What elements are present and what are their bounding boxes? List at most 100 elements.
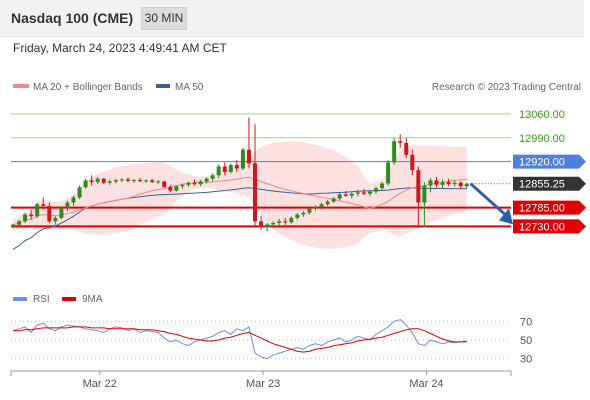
level-label-support1: 12785.00	[519, 203, 565, 215]
candle-body	[440, 182, 445, 185]
candle-body	[331, 198, 336, 202]
candle-body	[29, 214, 34, 217]
candle-body	[464, 183, 469, 187]
candle-body	[204, 178, 209, 182]
candle-body	[325, 201, 330, 205]
level-label-support2: 12730.00	[519, 221, 565, 233]
x-axis-tick-label: Mar 24	[409, 378, 443, 390]
legend-ma50-swatch	[156, 84, 170, 88]
legend-ma20-label: MA 20 + Bollinger Bands	[33, 82, 143, 93]
candle-body	[132, 180, 136, 182]
forecast-arrow	[469, 182, 513, 225]
level-label-bg-support2	[513, 219, 586, 234]
candle-body	[398, 141, 403, 143]
rsi-tick-label-50: 50	[520, 335, 532, 347]
rsi-tick-label-30: 30	[520, 354, 532, 366]
candle-body	[289, 217, 294, 223]
candle-body	[113, 180, 118, 182]
candle-body	[307, 208, 312, 213]
candle-body	[404, 142, 409, 155]
level-label-last: 12855.25	[519, 179, 565, 191]
level-label-bg-support1	[513, 200, 586, 215]
candle-body	[174, 186, 179, 191]
candle-body	[83, 180, 88, 188]
level-label-bg-pivot	[513, 154, 586, 169]
legend-9ma-swatch	[62, 297, 76, 301]
candle-body	[410, 154, 415, 171]
candle-body	[374, 188, 378, 192]
candle-body	[422, 185, 427, 203]
candle-body	[156, 181, 161, 183]
level-label-bg-last	[513, 176, 586, 191]
candle-body	[41, 204, 46, 206]
forecast-arrow-head	[499, 208, 513, 225]
forecast-arrow-shaft	[469, 182, 506, 216]
candle-body	[71, 197, 76, 203]
candle-body	[355, 192, 360, 194]
candle-body	[47, 205, 52, 222]
candle-body	[380, 183, 385, 189]
timeframe-button[interactable]: 30 MIN	[141, 7, 187, 30]
candle-body	[259, 221, 264, 228]
candle-body	[337, 194, 342, 199]
x-axis-tick-label: Mar 22	[83, 378, 117, 390]
candlesticks	[11, 117, 469, 232]
candle-body	[349, 193, 354, 196]
candle-body	[343, 194, 348, 196]
candle-body	[301, 212, 306, 215]
legend-9ma-label: 9MA	[82, 294, 103, 305]
chart-header: Nasdaq 100 (CME) 30 MIN	[0, 0, 584, 37]
candle-body	[17, 221, 22, 225]
candle-body	[119, 179, 124, 181]
candle-body	[416, 170, 421, 203]
candle-body	[192, 182, 197, 185]
candle-body	[125, 179, 130, 181]
candle-body	[240, 149, 245, 169]
candle-body	[367, 191, 372, 194]
candle-body	[107, 181, 112, 183]
candle-body	[150, 180, 155, 183]
candle-body	[452, 182, 457, 185]
level-label-pivot: 12920.00	[519, 157, 565, 169]
candle-body	[95, 178, 100, 183]
candle-body	[265, 224, 270, 228]
candle-body	[428, 180, 433, 186]
candle-body	[361, 192, 366, 194]
legend-rsi-label: RSI	[33, 294, 50, 305]
candle-body	[11, 224, 15, 227]
x-axis: Mar 22 Mar 23 Mar 24	[83, 371, 444, 390]
candle-body	[434, 180, 439, 185]
level-label-resistance1: 12990.00	[519, 133, 565, 145]
candle-body	[186, 182, 191, 185]
legend-ma50-label: MA 50	[175, 82, 204, 93]
candle-body	[246, 149, 251, 164]
candle-body	[138, 180, 143, 182]
candle-body	[77, 187, 82, 198]
candle-body	[35, 204, 40, 217]
candle-body	[144, 180, 149, 182]
candle-body	[283, 221, 288, 223]
rsi-line	[12, 318, 467, 360]
candle-body	[162, 181, 167, 187]
bollinger-band-area	[13, 141, 467, 249]
legend-ma20-swatch	[13, 84, 29, 88]
candle-body	[59, 207, 64, 218]
candle-body	[23, 214, 28, 222]
candle-body	[386, 162, 391, 184]
candle-body	[277, 221, 282, 224]
rsi-tick-label-70: 70	[520, 316, 532, 328]
rsi-panel: 70 50 30	[11, 316, 532, 366]
legend-rsi-swatch	[13, 297, 27, 301]
bollinger-bands	[13, 141, 467, 249]
level-label-resistance2: 13060.00	[519, 109, 565, 121]
candle-body	[295, 214, 300, 218]
candle-body	[65, 202, 70, 208]
x-axis-tick-label: Mar 23	[246, 378, 280, 390]
candle-body	[89, 180, 94, 183]
candle-body	[392, 141, 397, 163]
candle-body	[53, 217, 58, 222]
candle-body	[253, 163, 257, 222]
candle-body	[446, 182, 451, 185]
candle-body	[228, 165, 233, 172]
